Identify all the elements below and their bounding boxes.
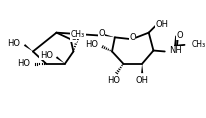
Text: HO: HO — [17, 59, 30, 68]
Text: O: O — [129, 33, 136, 42]
Polygon shape — [141, 64, 143, 73]
Text: CH₃: CH₃ — [192, 40, 206, 49]
Text: O: O — [70, 33, 77, 42]
Text: CH₃: CH₃ — [71, 30, 85, 39]
Text: HO: HO — [40, 51, 53, 60]
Text: O: O — [98, 29, 105, 38]
Polygon shape — [102, 34, 115, 37]
Text: O: O — [177, 31, 183, 40]
Polygon shape — [24, 44, 33, 51]
Text: OH: OH — [155, 20, 169, 29]
Text: HO: HO — [85, 40, 98, 49]
Text: HO: HO — [8, 39, 21, 48]
Text: OH: OH — [136, 76, 149, 85]
Text: HO: HO — [107, 76, 121, 85]
Polygon shape — [56, 56, 65, 64]
Text: NH: NH — [170, 46, 182, 55]
